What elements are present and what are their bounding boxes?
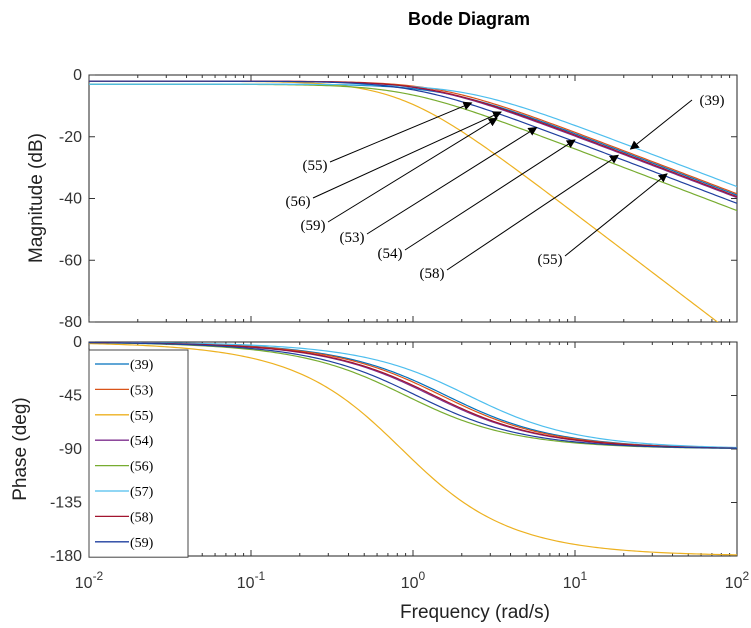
magnitude-axes: 0 -20 -40 -60 -80 — [59, 67, 738, 331]
magnitude-line-39 — [89, 83, 737, 196]
chart-title: Bode Diagram — [408, 9, 530, 29]
phase-y-tick-label: -90 — [59, 441, 82, 458]
annotation-label: (55) — [303, 158, 328, 174]
x-axis-ticks: 10-2 10-1 100 101 102 — [75, 569, 750, 592]
x-tick-label: 102 — [725, 569, 750, 592]
legend-box — [88, 349, 189, 558]
magnitude-y-tick-label: -20 — [59, 129, 82, 146]
phase-axes: 0 -45 -90 -135 -180 — [50, 334, 738, 565]
annotation-arrow — [327, 117, 498, 223]
annotation-label: (39) — [700, 93, 725, 109]
phase-line-58 — [89, 342, 737, 449]
phase-line-55 — [89, 343, 737, 556]
magnitude-y-tick-label: -40 — [59, 191, 82, 208]
annotation-label: (53) — [340, 230, 365, 246]
legend-label: (56) — [130, 460, 154, 475]
annotation-label: (55) — [538, 252, 563, 268]
legend-label: (57) — [130, 485, 154, 500]
magnitude-y-tick-label: -60 — [59, 252, 82, 269]
phase-y-tick-label: -180 — [50, 548, 82, 565]
annotation-label: (56) — [286, 194, 311, 210]
magnitude-line-55 — [89, 80, 719, 322]
annotation-arrow — [312, 111, 502, 199]
x-axis-label: Frequency (rad/s) — [400, 602, 550, 623]
magnitude-y-tick-label: 0 — [73, 67, 82, 84]
annotation-arrow — [366, 127, 538, 235]
x-tick-label: 10-1 — [237, 569, 266, 592]
x-tick-label: 10-2 — [75, 569, 104, 592]
phase-y-tick-label: -45 — [59, 388, 82, 405]
magnitude-curves — [89, 80, 737, 322]
phase-line-59 — [89, 342, 737, 449]
magnitude-line-54 — [89, 80, 737, 199]
annotation-arrow — [404, 139, 576, 251]
magnitude-line-53 — [89, 80, 737, 195]
magnitude-line-59 — [89, 80, 737, 204]
legend-label: (58) — [130, 510, 154, 525]
annotation-label: (59) — [301, 218, 326, 234]
legend-label: (39) — [130, 358, 154, 373]
magnitude-line-58 — [89, 80, 737, 198]
magnitude-y-tick-label: -80 — [59, 314, 82, 331]
x-tick-label: 101 — [563, 569, 588, 592]
annotation-arrow — [446, 154, 620, 271]
annotation-arrow — [329, 101, 473, 163]
curve-annotations: (39) (55) (56) (59) (53) (54) (58) (55) — [286, 93, 725, 282]
annotation-arrow — [629, 99, 693, 150]
phase-curves — [89, 342, 737, 556]
legend-label: (54) — [130, 434, 154, 449]
magnitude-y-axis-label: Magnitude (dB) — [26, 133, 47, 263]
magnitude-frame — [88, 74, 738, 323]
phase-y-tick-label: 0 — [73, 334, 82, 351]
phase-y-tick-label: -135 — [50, 495, 82, 512]
legend: (39) (53) (55) (54) (56) (57) (58) (59) — [88, 349, 189, 558]
magnitude-line-57 — [89, 83, 737, 188]
annotation-label: (58) — [420, 266, 445, 282]
legend-label: (53) — [130, 383, 154, 398]
annotation-label: (54) — [378, 246, 403, 262]
x-tick-label: 100 — [401, 569, 426, 592]
legend-label: (59) — [130, 536, 154, 551]
phase-line-57 — [89, 342, 737, 449]
phase-y-axis-label: Phase (deg) — [10, 397, 31, 501]
magnitude-line-56 — [89, 83, 737, 212]
annotation-arrow — [564, 173, 668, 257]
legend-label: (55) — [130, 409, 154, 424]
